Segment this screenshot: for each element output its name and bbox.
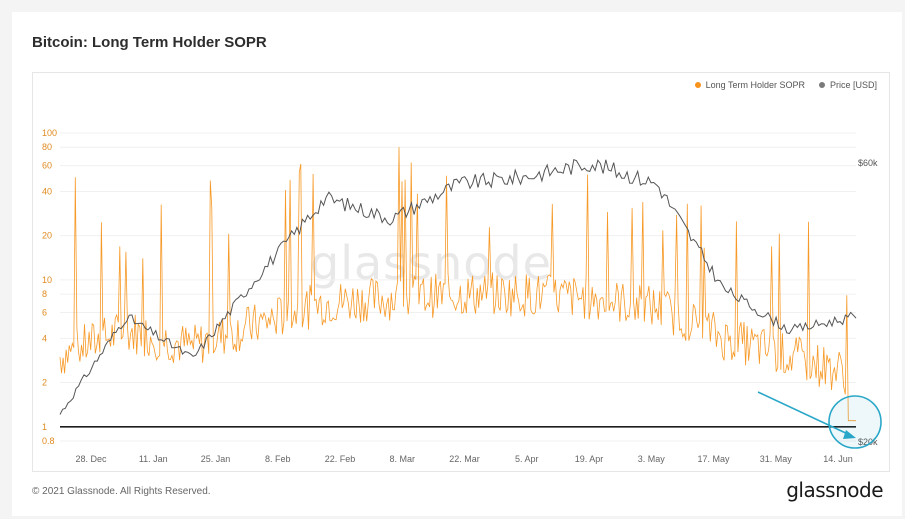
annotation-arrow-line bbox=[757, 391, 853, 437]
chart-title: Bitcoin: Long Term Holder SOPR bbox=[32, 34, 267, 51]
y-tick-label-1: 1 bbox=[42, 422, 47, 432]
legend-label-sopr: Long Term Holder SOPR bbox=[705, 80, 805, 90]
legend: Long Term Holder SOPR Price [USD] bbox=[694, 80, 877, 90]
y2-tick-label-1: $60k bbox=[858, 158, 878, 168]
y-tick-label-9: 60 bbox=[42, 161, 52, 171]
series-sopr-line bbox=[59, 147, 856, 422]
x-tick-label-9: 3. May bbox=[638, 454, 666, 464]
legend-dot-price bbox=[818, 82, 825, 88]
plot-frame bbox=[32, 72, 890, 472]
x-tick-label-5: 8. Mar bbox=[389, 454, 415, 464]
legend-item-price[interactable]: Price [USD] bbox=[818, 80, 877, 90]
legend-label-price: Price [USD] bbox=[829, 80, 877, 90]
y2-tick-label-0: $20k bbox=[858, 437, 878, 447]
footer-copyright: © 2021 Glassnode. All Rights Reserved. bbox=[32, 486, 211, 497]
y-tick-label-6: 10 bbox=[42, 275, 52, 285]
x-tick-label-6: 22. Mar bbox=[449, 454, 480, 464]
y-tick-label-5: 8 bbox=[42, 289, 47, 299]
x-tick-label-2: 25. Jan bbox=[201, 454, 231, 464]
watermark: glassnode bbox=[310, 236, 552, 290]
x-tick-label-10: 17. May bbox=[697, 454, 730, 464]
x-tick-label-3: 8. Feb bbox=[265, 454, 291, 464]
y-tick-label-10: 80 bbox=[42, 142, 52, 152]
x-tick-label-11: 31. May bbox=[760, 454, 793, 464]
y-tick-label-2: 2 bbox=[42, 378, 47, 388]
x-tick-label-12: 14. Jun bbox=[823, 454, 853, 464]
annotation-circle bbox=[828, 395, 882, 449]
y-tick-label-3: 4 bbox=[42, 333, 47, 343]
legend-item-sopr[interactable]: Long Term Holder SOPR bbox=[694, 80, 805, 90]
y-tick-label-11: 100 bbox=[42, 128, 57, 138]
y-tick-label-8: 40 bbox=[42, 186, 52, 196]
x-tick-label-8: 19. Apr bbox=[575, 454, 604, 464]
series-price-line bbox=[59, 159, 857, 415]
annotation-arrow-head bbox=[843, 430, 856, 439]
x-tick-label-4: 22. Feb bbox=[325, 454, 356, 464]
x-tick-label-0: 28. Dec bbox=[75, 454, 107, 464]
x-tick-label-7: 5. Apr bbox=[515, 454, 539, 464]
y-tick-label-4: 6 bbox=[42, 307, 47, 317]
y-tick-label-0: 0.8 bbox=[42, 436, 55, 446]
y-tick-label-7: 20 bbox=[42, 231, 52, 241]
legend-dot-sopr bbox=[694, 82, 701, 88]
brand-logo: glassnode bbox=[786, 478, 883, 502]
x-tick-label-1: 11. Jan bbox=[139, 454, 168, 464]
